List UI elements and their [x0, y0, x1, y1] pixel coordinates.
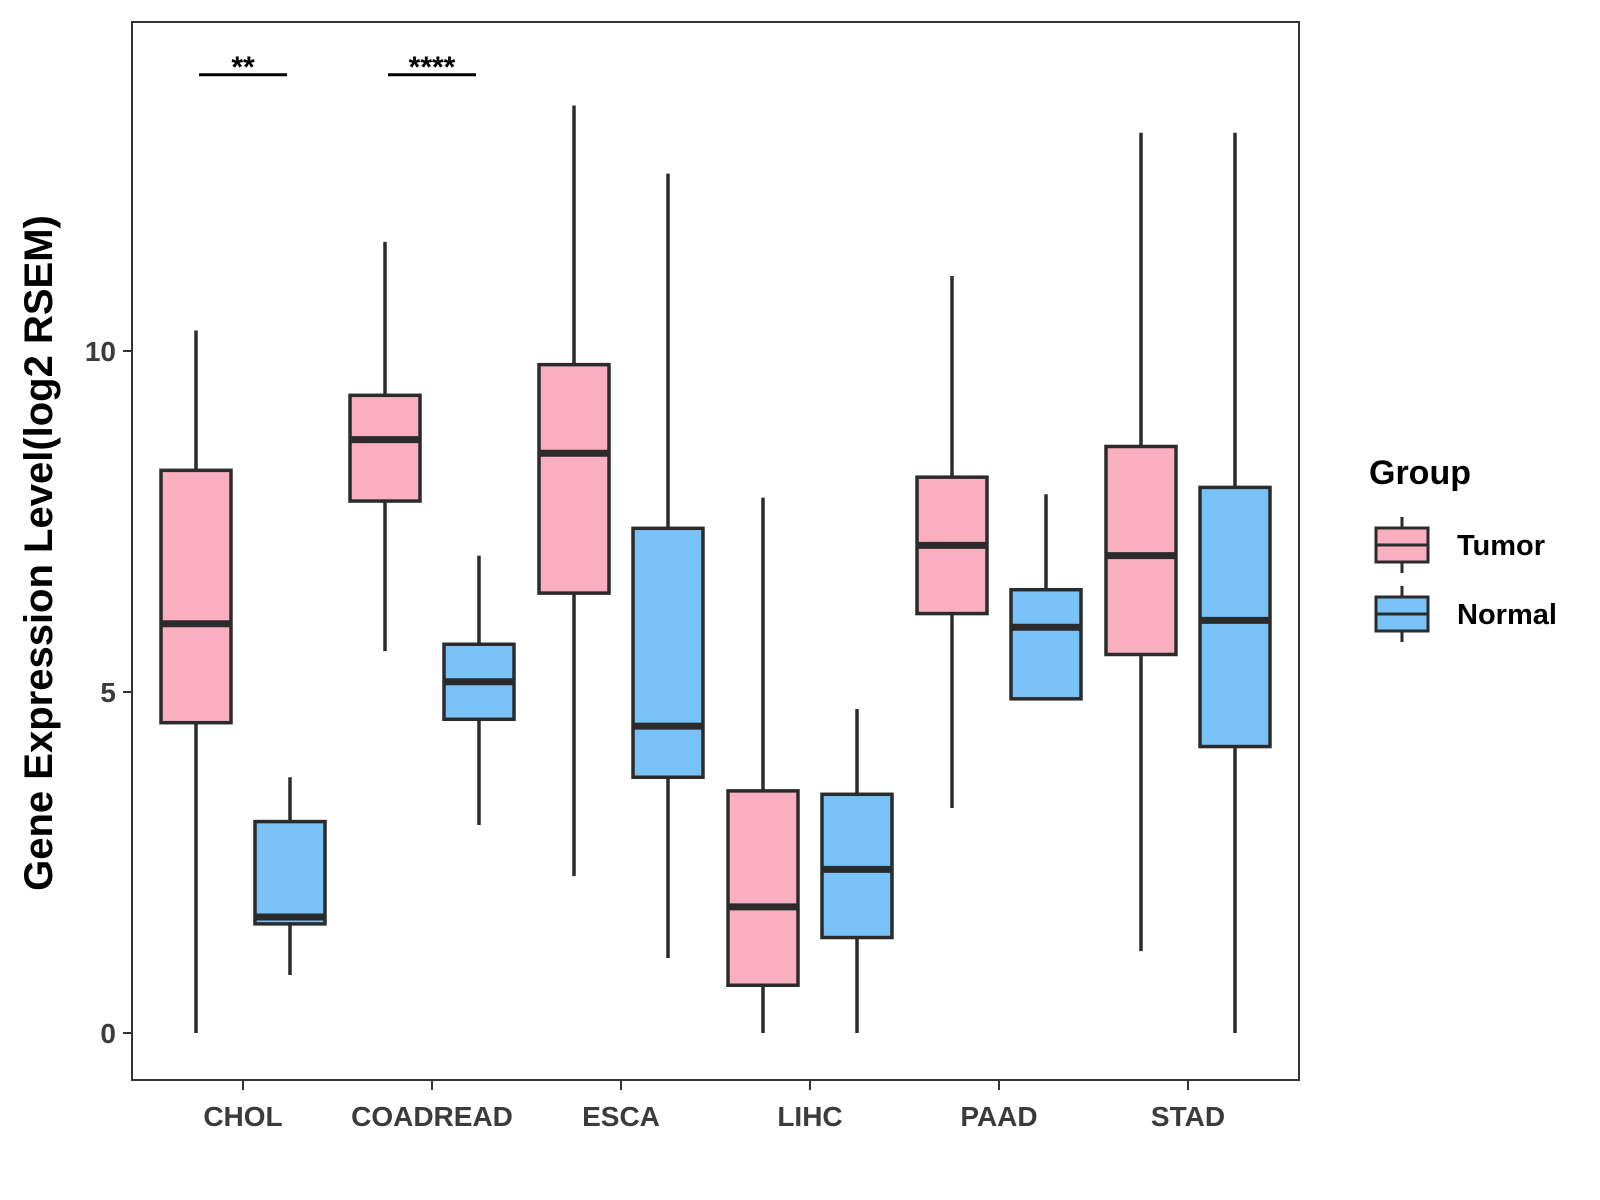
x-tick-label: PAAD [960, 1101, 1037, 1132]
y-axis-title: Gene Expression Level(log2 RSEM) [17, 215, 61, 891]
box-normal-stad [1198, 132, 1272, 1033]
box-normal-paad [1009, 494, 1083, 701]
legend-label-normal: Normal [1457, 599, 1557, 631]
box-normal-lihc [820, 709, 894, 1033]
box-normal-esca [631, 173, 705, 958]
box-body [159, 468, 233, 725]
legend-label-tumor: Tumor [1457, 530, 1545, 562]
x-tick-label: STAD [1151, 1101, 1225, 1132]
box-body [1009, 587, 1083, 701]
y-axis: 0 5 10 [85, 336, 132, 1049]
box-body [537, 362, 611, 595]
box-normal-coadread [442, 555, 516, 825]
box-body [1104, 444, 1178, 657]
x-axis: CHOL COADREAD ESCA LIHC PAAD STAD [203, 1080, 1225, 1132]
significance-label: **** [409, 51, 456, 84]
box-tumor-stad [1104, 132, 1178, 952]
x-tick-label: ESCA [582, 1101, 660, 1132]
box-body [253, 819, 327, 926]
legend-title: Group [1369, 454, 1471, 492]
x-tick-label: COADREAD [351, 1101, 513, 1132]
x-tick-label: CHOL [203, 1101, 282, 1132]
y-tick-label: 0 [100, 1018, 116, 1049]
box-tumor-esca [537, 105, 611, 877]
legend-key-tumor [1374, 517, 1430, 573]
plot-area: ** **** [131, 21, 1300, 1081]
significance-label: ** [231, 51, 255, 84]
x-tick-label: LIHC [777, 1101, 842, 1132]
box-tumor-coadread [348, 241, 422, 652]
box-tumor-paad [915, 275, 989, 808]
legend: Group Tumor Normal [1369, 454, 1557, 642]
box-tumor-lihc [726, 497, 800, 1033]
box-normal-chol [253, 777, 327, 976]
box-tumor-chol [159, 330, 233, 1033]
y-tick-label: 5 [100, 677, 116, 708]
box-body [348, 393, 422, 503]
box-body [631, 526, 705, 779]
y-tick-label: 10 [85, 336, 116, 367]
legend-key-normal [1374, 586, 1430, 642]
box-body [726, 789, 800, 988]
